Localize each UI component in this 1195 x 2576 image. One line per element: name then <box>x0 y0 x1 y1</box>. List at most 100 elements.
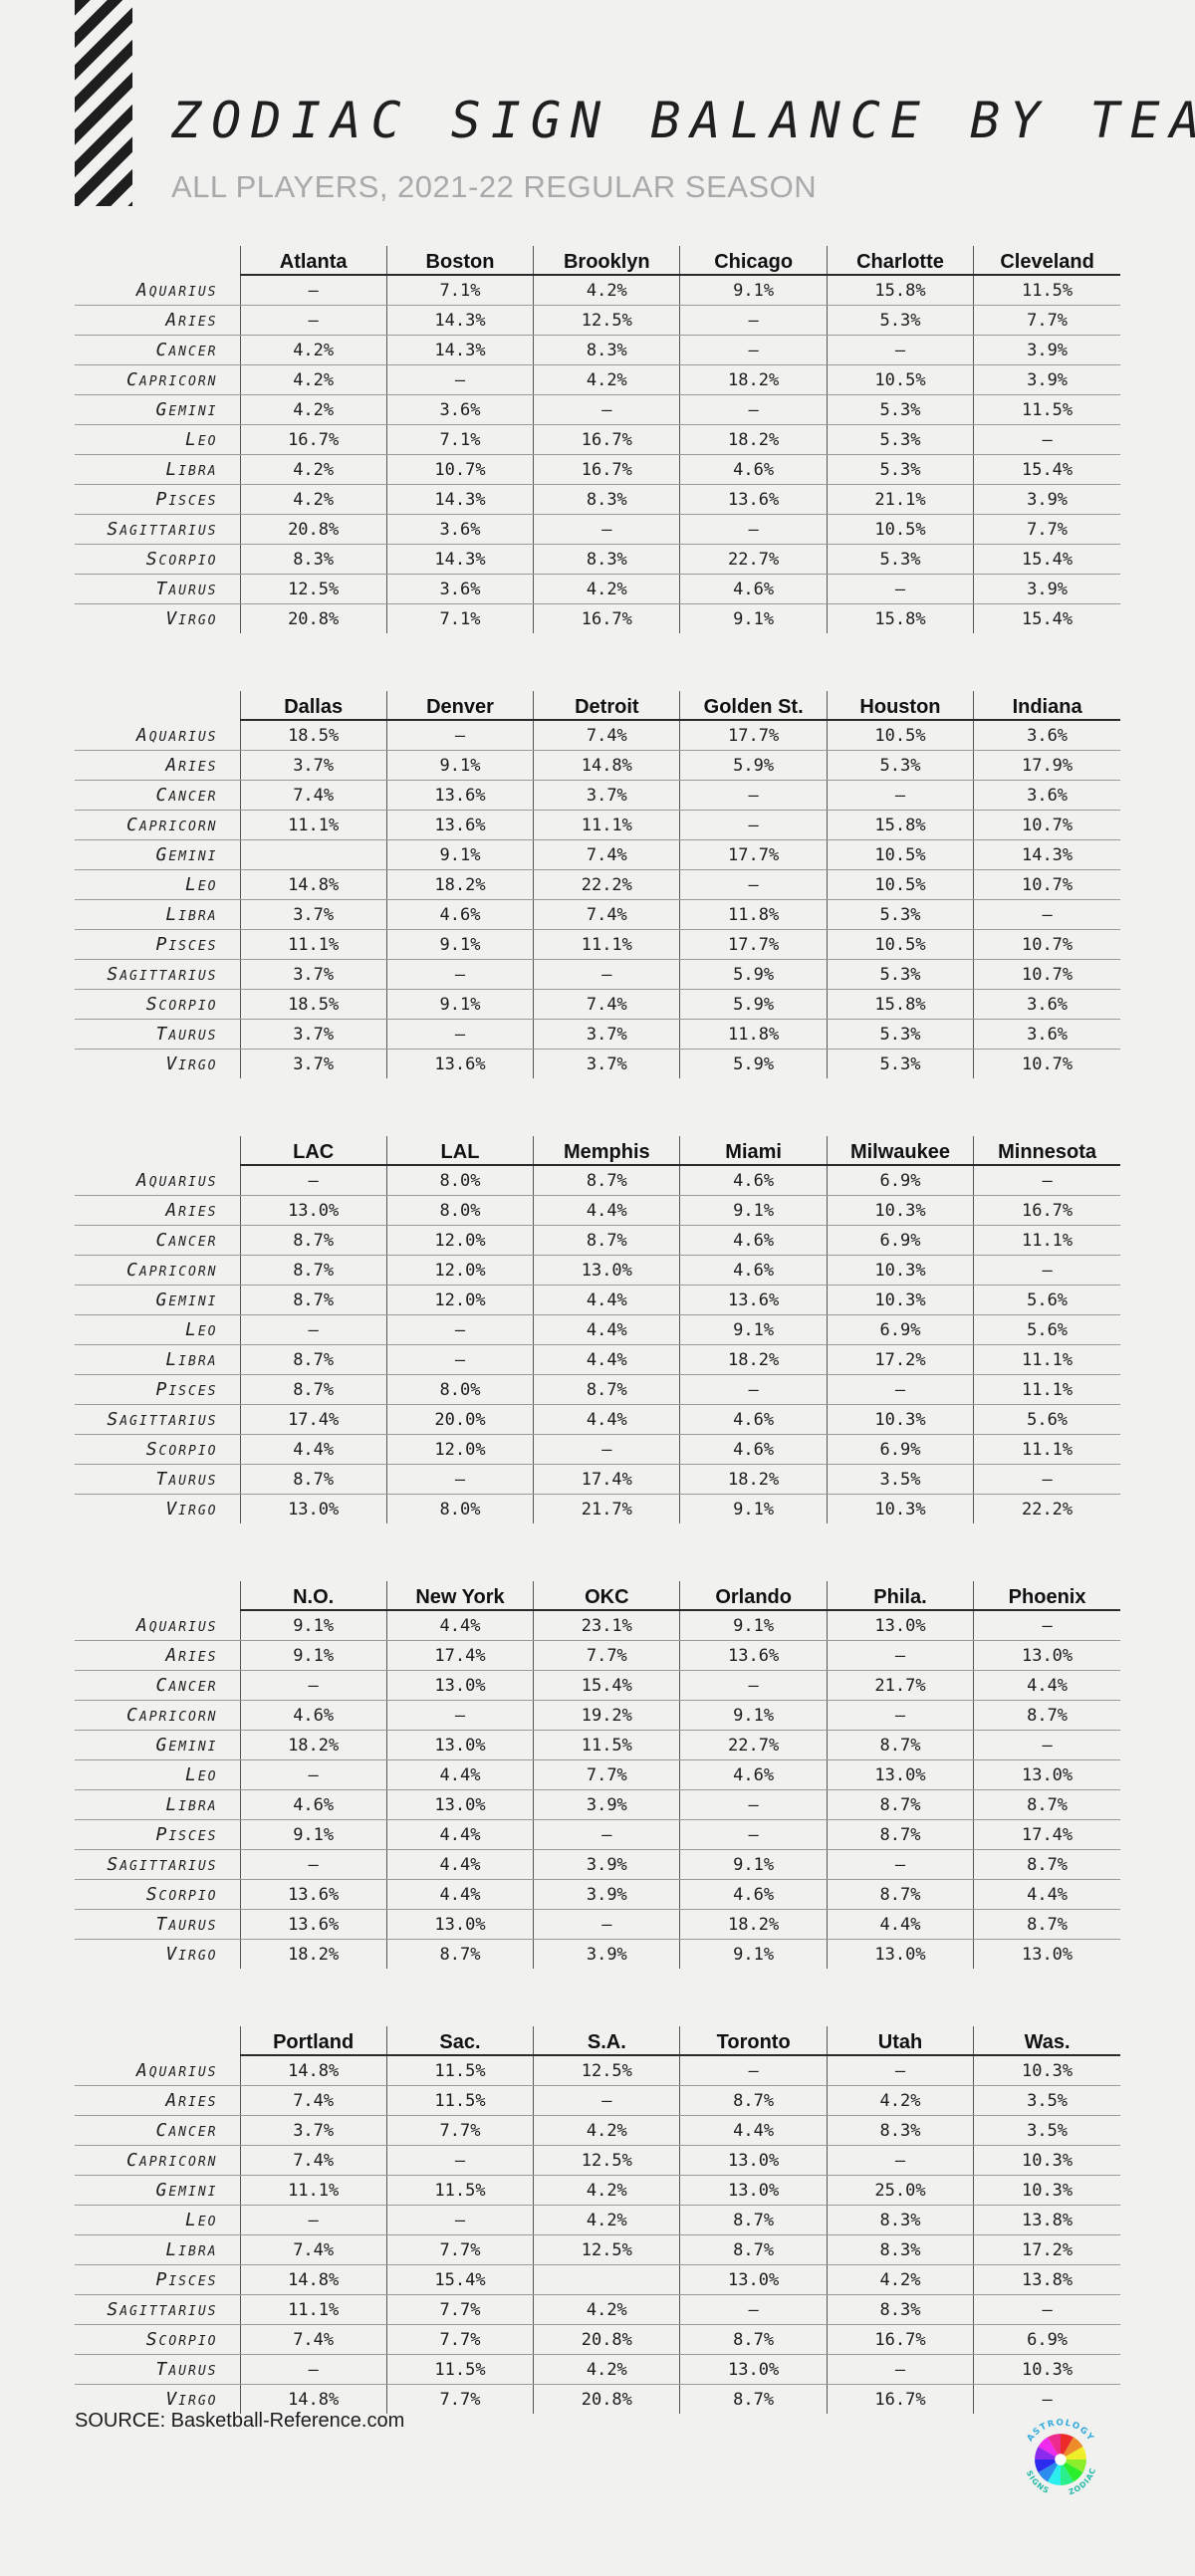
table-row: Aquarius —8.0% 8.7% 4.6% 6.9% — <box>75 1165 1120 1196</box>
value-cell: 11.5% <box>533 1730 680 1760</box>
value-cell: — <box>239 1670 387 1701</box>
sign-label: Gemini <box>75 839 240 870</box>
sign-label: Virgo <box>165 2389 218 2410</box>
value-cell: — <box>385 1700 534 1731</box>
sign-label: Aries <box>75 2085 240 2116</box>
value-cell: — <box>385 2205 534 2235</box>
value-cell: 9.1% <box>679 275 828 306</box>
value-cell: 4.2% <box>533 574 680 604</box>
table-row: Gemini 4.2% 3.6% — —5.3% 11.5% <box>75 394 1120 425</box>
value-cell: 5.3% <box>826 394 974 425</box>
table-row: Virgo 20.8% 7.1% 16.7% 9.1% 15.8% 15.4% <box>75 603 1120 633</box>
value-cell: 8.0% <box>385 1494 534 1523</box>
table-row: Cancer —13.0% 15.4% —21.7% 4.4% <box>75 1670 1120 1701</box>
value-cell: 5.3% <box>826 1049 974 1078</box>
value-cell: 17.2% <box>973 2234 1120 2265</box>
value-cell: 9.1% <box>679 1195 828 1226</box>
sign-label: Sagittarius <box>75 2294 240 2325</box>
table-row: Scorpio 13.6% 4.4% 3.9% 4.6% 8.7% 4.4% <box>75 1879 1120 1910</box>
table-row: Pisces 14.8% 15.4% 13.0% 4.2% 13.8% <box>75 2264 1120 2295</box>
value-cell: 9.1% <box>679 1314 828 1345</box>
table-row: Aries —14.3% 12.5% —5.3% 7.7% <box>75 305 1120 336</box>
table-row: Scorpio 18.5% 9.1% 7.4% 5.9% 15.8% 3.6% <box>75 989 1120 1020</box>
value-cell: 11.1% <box>239 929 387 960</box>
value-cell: 14.8% <box>239 2055 387 2086</box>
value-cell: 13.8% <box>973 2205 1120 2235</box>
sign-label: Pisces <box>75 2264 240 2295</box>
page-subtitle: ALL PLAYERS, 2021-22 REGULAR SEASON <box>171 169 818 204</box>
value-cell: 17.7% <box>679 929 828 960</box>
sign-label: Cancer <box>75 335 240 365</box>
table-row: Libra 7.4% 7.7% 12.5% 8.7% 8.3% 17.2% <box>75 2234 1120 2265</box>
table-row: Scorpio 4.4% 12.0% —4.6% 6.9% 11.1% <box>75 1434 1120 1465</box>
team-header: Charlotte <box>826 246 974 276</box>
value-cell: 4.4% <box>239 1434 387 1465</box>
value-cell: 18.2% <box>679 1909 828 1940</box>
table-row: Leo — —4.4% 9.1% 6.9% 5.6% <box>75 1314 1120 1345</box>
table-row: Gemini 8.7% 12.0% 4.4% 13.6% 10.3% 5.6% <box>75 1285 1120 1315</box>
team-header: OKC <box>533 1581 680 1611</box>
value-cell: 13.0% <box>385 1789 534 1820</box>
value-cell: 5.3% <box>826 899 974 930</box>
value-cell: 3.7% <box>239 2115 387 2146</box>
team-header: Cleveland <box>973 246 1120 276</box>
value-cell: 16.7% <box>826 2324 974 2355</box>
sign-label: Scorpio <box>75 1434 240 1465</box>
value-cell: 8.3% <box>533 335 680 365</box>
value-cell: 4.6% <box>679 1255 828 1286</box>
decorative-stripes <box>75 0 132 206</box>
value-cell: 11.1% <box>973 1434 1120 1465</box>
value-cell: — <box>826 1849 974 1880</box>
team-header: Portland <box>239 2026 387 2056</box>
value-cell: 20.8% <box>533 2324 680 2355</box>
value-cell: 7.7% <box>385 2234 534 2265</box>
value-cell: 8.7% <box>973 1789 1120 1820</box>
value-cell: 4.6% <box>679 454 828 485</box>
table-row: Taurus 12.5% 3.6% 4.2% 4.6% —3.9% <box>75 574 1120 604</box>
table-row: Pisces 11.1% 9.1% 11.1% 17.7% 10.5% 10.7% <box>75 929 1120 960</box>
value-cell: 3.7% <box>533 1049 680 1078</box>
sign-label: Capricorn <box>75 2145 240 2176</box>
value-cell: 11.1% <box>973 1225 1120 1256</box>
value-cell: 17.9% <box>973 750 1120 781</box>
sign-label: Taurus <box>75 1464 240 1495</box>
value-cell: — <box>679 780 828 811</box>
team-header: Orlando <box>679 1581 828 1611</box>
value-cell: 3.9% <box>533 1879 680 1910</box>
value-cell: 7.1% <box>385 603 534 633</box>
value-cell: 4.2% <box>239 454 387 485</box>
value-cell: 8.7% <box>533 1225 680 1256</box>
team-table: Atlanta Boston Brooklyn Chicago Charlotte Cle… <box>75 246 1120 633</box>
value-cell: 14.3% <box>385 305 534 336</box>
value-cell: 4.2% <box>533 275 680 306</box>
table-row: Capricorn 11.1% 13.6% 11.1% —15.8% 10.7% <box>75 810 1120 840</box>
value-cell: 16.7% <box>826 2384 974 2414</box>
value-cell: 22.7% <box>679 544 828 575</box>
value-cell: 18.2% <box>679 424 828 455</box>
value-cell: 8.7% <box>679 2085 828 2116</box>
value-cell: 10.5% <box>826 929 974 960</box>
logo-wheel-segment <box>1061 2447 1086 2459</box>
value-cell: 11.5% <box>385 2354 534 2385</box>
sign-label: Pisces <box>75 929 240 960</box>
value-cell: 13.0% <box>385 1730 534 1760</box>
zodiac-wheel-icon: ASTROLOGY ZODIAC SIGNS <box>1025 2418 1097 2496</box>
value-cell: 13.0% <box>533 1255 680 1286</box>
value-cell: 18.2% <box>679 364 828 395</box>
sign-label: Libra <box>75 454 240 485</box>
value-cell: — <box>973 1464 1120 1495</box>
value-cell: 8.7% <box>533 1165 680 1196</box>
value-cell: 13.0% <box>679 2354 828 2385</box>
sign-label: Capricorn <box>75 1255 240 1286</box>
value-cell: 15.4% <box>533 1670 680 1701</box>
sign-label: Aries <box>75 305 240 336</box>
value-cell: 5.3% <box>826 424 974 455</box>
sign-label: Taurus <box>75 574 240 604</box>
value-cell: 13.6% <box>679 484 828 515</box>
value-cell: 5.9% <box>679 989 828 1020</box>
value-cell: 8.7% <box>239 1255 387 1286</box>
value-cell: 5.9% <box>679 959 828 990</box>
value-cell: 10.3% <box>826 1255 974 1286</box>
value-cell: — <box>973 1610 1120 1641</box>
value-cell: 12.5% <box>533 2055 680 2086</box>
